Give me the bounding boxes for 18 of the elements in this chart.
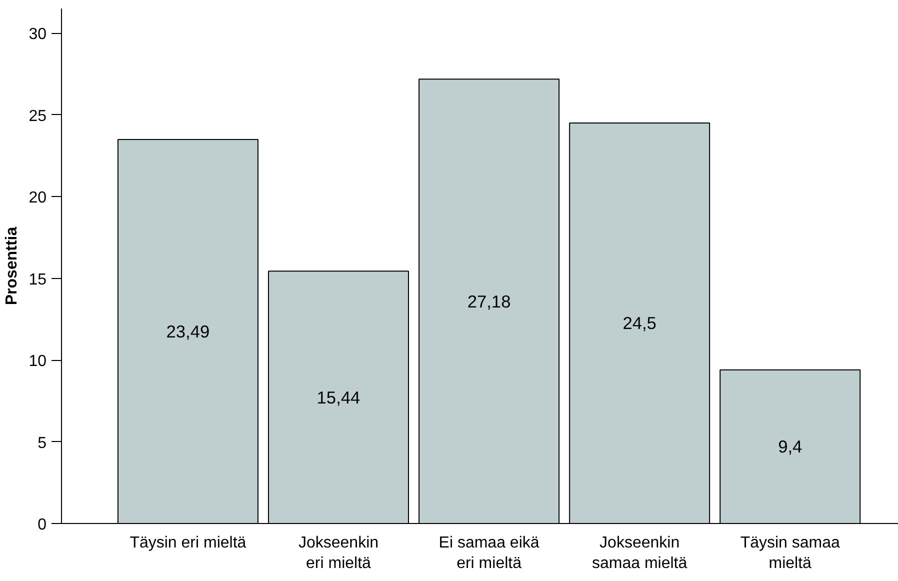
data-label: 24,5	[622, 313, 656, 334]
data-label: 27,18	[467, 291, 511, 312]
y-tick-label: 30	[28, 26, 47, 44]
data-label: 9,4	[778, 436, 803, 457]
y-axis-title: Prosenttia	[4, 226, 21, 306]
y-tick-label: 5	[38, 434, 47, 452]
data-label: 15,44	[316, 387, 361, 408]
y-tick-label: 15	[28, 271, 47, 288]
x-tick-label: Täysin eri mieltä	[130, 534, 246, 552]
x-tick-label: Ei samaa eikä eri mieltä	[438, 534, 540, 572]
x-tick-label: Jokseenkin eri mieltä	[298, 534, 379, 572]
x-tick-label: Jokseenkin samaa mieltä	[592, 534, 688, 572]
y-tick-label: 20	[28, 190, 47, 207]
y-tick-label: 10	[28, 353, 47, 370]
data-label: 23,49	[166, 321, 210, 342]
y-tick-label: 0	[38, 516, 47, 534]
x-tick-label: Täysin samaa mieltä	[740, 534, 840, 572]
y-tick-label: 25	[28, 108, 47, 125]
